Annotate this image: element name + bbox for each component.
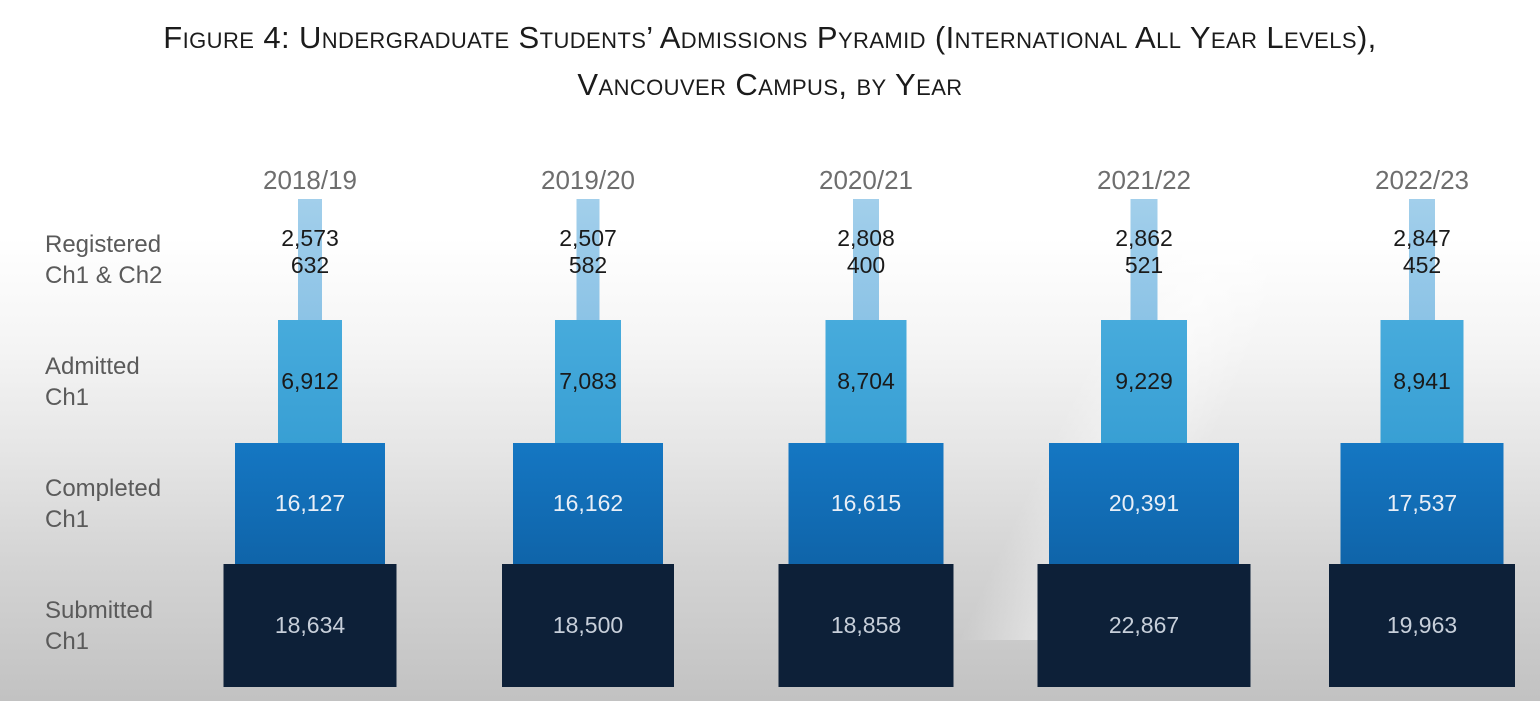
registered-ch2-value: 632 <box>290 252 330 278</box>
completed-bar <box>235 443 385 564</box>
admitted-value: 8,941 <box>1393 368 1451 394</box>
row-label-submitted-line1: Submitted <box>45 597 154 624</box>
completed-value: 16,127 <box>274 490 346 516</box>
pyramid-column: 2022/23 2,847 452 8,941 17,537 19,963 <box>1283 0 1540 701</box>
completed-bar <box>1340 443 1504 564</box>
completed-value: 16,162 <box>552 490 624 516</box>
submitted-value: 18,858 <box>830 612 902 638</box>
registered-ch1-value: 2,808 <box>837 225 895 251</box>
registered-ch1-value: 2,862 <box>1115 225 1173 251</box>
registered-ch1-value: 2,573 <box>281 225 339 251</box>
row-label-registered-line2: Ch1 & Ch2 <box>45 262 163 289</box>
completed-value: 16,615 <box>830 490 902 516</box>
year-label: 2019/20 <box>541 165 635 195</box>
submitted-bar <box>223 564 397 687</box>
registered-ch1-value: 2,507 <box>559 225 617 251</box>
completed-bar <box>513 443 663 564</box>
submitted-bar <box>502 564 674 687</box>
row-label-completed-line1: Completed <box>45 475 162 502</box>
figure-title: Figure 4: Undergraduate Students’ Admiss… <box>0 14 1540 108</box>
admitted-bar <box>278 320 342 443</box>
pyramid-column: 2019/20 2,507 582 7,083 16,162 18,500 <box>449 0 727 701</box>
submitted-value: 22,867 <box>1108 612 1180 638</box>
admitted-bar <box>1101 320 1187 443</box>
registered-bar <box>298 199 322 320</box>
year-label: 2020/21 <box>819 165 913 195</box>
year-label: 2022/23 <box>1375 165 1469 195</box>
admitted-value: 6,912 <box>281 368 339 394</box>
row-label-completed: Completed Ch1 <box>45 473 161 535</box>
row-label-registered-line1: Registered <box>45 231 162 258</box>
admitted-value: 9,229 <box>1115 368 1173 394</box>
registered-values: 2,862 521 <box>1005 225 1283 279</box>
figure-title-line2: Vancouver Campus, by Year <box>577 67 963 102</box>
registered-values: 2,847 452 <box>1283 225 1540 279</box>
completed-bar <box>1049 443 1239 564</box>
row-label-admitted: Admitted Ch1 <box>45 351 140 413</box>
row-label-registered: Registered Ch1 & Ch2 <box>45 229 162 291</box>
row-label-admitted-line1: Admitted <box>45 353 140 380</box>
completed-value: 17,537 <box>1386 490 1458 516</box>
submitted-value: 18,500 <box>552 612 624 638</box>
registered-bar <box>1409 199 1435 320</box>
completed-bar <box>788 443 944 564</box>
admitted-bar <box>825 320 907 443</box>
row-label-admitted-line2: Ch1 <box>45 384 90 411</box>
registered-bar <box>853 199 879 320</box>
submitted-value: 18,634 <box>274 612 346 638</box>
row-label-submitted: Submitted Ch1 <box>45 595 153 657</box>
submitted-bar <box>778 564 954 687</box>
year-label: 2018/19 <box>263 165 357 195</box>
admitted-bar <box>1380 320 1464 443</box>
admitted-value: 8,704 <box>837 368 895 394</box>
submitted-value: 19,963 <box>1386 612 1458 638</box>
row-label-completed-line2: Ch1 <box>45 506 90 533</box>
registered-ch1-value: 2,847 <box>1393 225 1451 251</box>
pyramid-column: 2020/21 2,808 400 8,704 16,615 18,858 <box>727 0 1005 701</box>
registered-values: 2,507 582 <box>449 225 727 279</box>
admitted-value: 7,083 <box>559 368 617 394</box>
submitted-bar <box>1329 564 1515 687</box>
registered-ch2-value: 452 <box>1402 252 1442 278</box>
admitted-bar <box>555 320 621 443</box>
pyramid-column: 2018/19 2,573 632 6,912 16,127 18,634 <box>171 0 449 701</box>
registered-ch2-value: 582 <box>568 252 608 278</box>
completed-value: 20,391 <box>1108 490 1180 516</box>
registered-bar <box>576 199 600 320</box>
pyramid-column: 2021/22 2,862 521 9,229 20,391 22,867 <box>1005 0 1283 701</box>
registered-ch2-value: 400 <box>846 252 886 278</box>
year-label: 2021/22 <box>1097 165 1191 195</box>
registered-values: 2,573 632 <box>171 225 449 279</box>
figure-title-line1: Figure 4: Undergraduate Students’ Admiss… <box>163 20 1377 55</box>
submitted-bar <box>1037 564 1251 687</box>
registered-ch2-value: 521 <box>1124 252 1164 278</box>
row-label-submitted-line2: Ch1 <box>45 628 90 655</box>
registered-bar <box>1130 199 1158 320</box>
registered-values: 2,808 400 <box>727 225 1005 279</box>
